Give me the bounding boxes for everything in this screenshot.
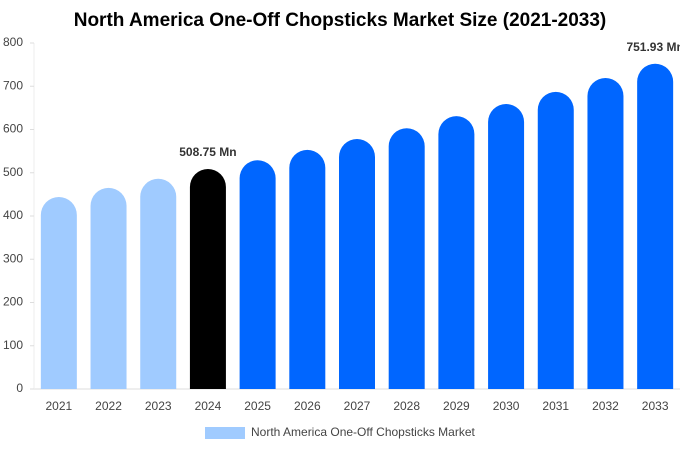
bar [339, 139, 375, 389]
bar [488, 104, 525, 389]
bar [637, 63, 674, 389]
chart-title: North America One-Off Chopsticks Market … [74, 10, 607, 31]
bar [587, 78, 624, 389]
x-tick-label: 2030 [493, 399, 520, 413]
bar [40, 196, 77, 389]
y-tick-label: 0 [16, 381, 23, 395]
bar [90, 187, 127, 389]
x-tick-label: 2027 [344, 399, 371, 413]
y-tick-label: 500 [3, 165, 23, 179]
bar [438, 116, 475, 390]
bar [189, 168, 226, 389]
x-tick-label: 2021 [45, 399, 72, 413]
x-tick-label: 2031 [542, 399, 569, 413]
bar [537, 91, 574, 389]
x-tick-label: 2024 [195, 399, 222, 413]
x-tick-label: 2025 [244, 399, 271, 413]
y-tick-label: 200 [3, 295, 23, 309]
legend-swatch [205, 427, 245, 439]
bar [388, 128, 425, 389]
x-tick-label: 2032 [592, 399, 619, 413]
y-tick-label: 800 [3, 35, 23, 49]
x-tick-label: 2028 [393, 399, 420, 413]
legend-label: North America One-Off Chopsticks Market [251, 425, 476, 439]
bar [239, 160, 276, 389]
x-tick-label: 2023 [145, 399, 172, 413]
bar [140, 178, 177, 389]
y-tick-label: 300 [3, 251, 23, 265]
x-tick-label: 2026 [294, 399, 321, 413]
data-label: 751.93 Mn [626, 40, 680, 54]
y-tick-label: 400 [3, 208, 23, 222]
y-tick-label: 100 [3, 338, 23, 352]
x-tick-label: 2033 [642, 399, 669, 413]
x-tick-label: 2022 [95, 399, 122, 413]
y-tick-label: 700 [3, 78, 23, 92]
y-tick-label: 600 [3, 122, 23, 136]
bar [289, 149, 326, 389]
x-tick-label: 2029 [443, 399, 470, 413]
data-label: 508.75 Mn [179, 145, 236, 159]
